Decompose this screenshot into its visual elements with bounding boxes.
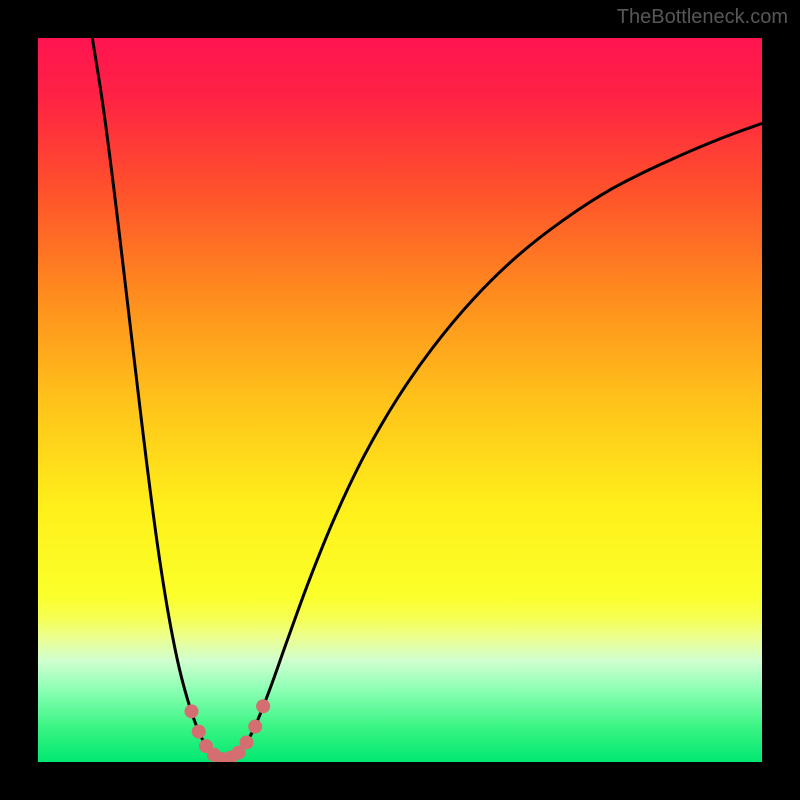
plot-area <box>38 38 762 762</box>
bottleneck-curve <box>92 38 762 760</box>
highlight-markers <box>184 699 270 762</box>
marker-dot <box>248 720 262 734</box>
watermark-text: TheBottleneck.com <box>617 6 788 29</box>
marker-dot <box>184 704 198 718</box>
marker-dot <box>192 725 206 739</box>
curve-layer <box>38 38 762 762</box>
chart-frame: TheBottleneck.com <box>0 0 800 800</box>
marker-dot <box>240 735 254 749</box>
marker-dot <box>256 699 270 713</box>
